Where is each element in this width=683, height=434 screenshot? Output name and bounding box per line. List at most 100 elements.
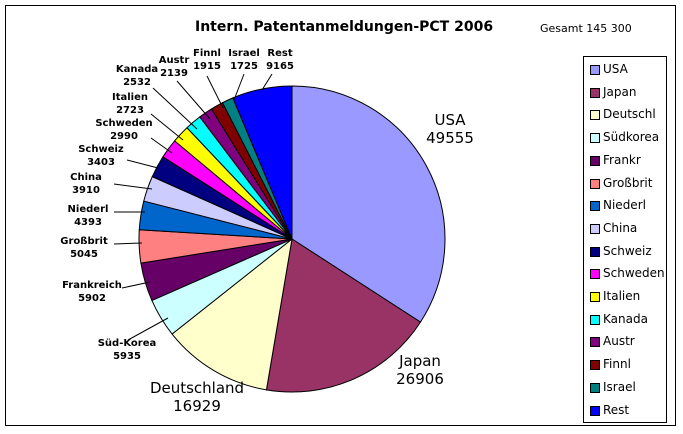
leader-line [176,80,211,120]
legend-item-japan: Japan [584,83,666,103]
legend-label: Austr [603,334,635,349]
legend: USA Japan Deutschl Südkorea Frankr Großbrit Ni… [583,56,667,423]
legend-swatch [590,223,600,234]
legend-swatch [590,314,600,325]
slice-label-value: 4393 [74,217,102,228]
legend-label: Kanada [603,311,648,326]
legend-label: Finnl [603,357,631,372]
slice-label-value: 2532 [123,77,151,88]
slice-label-value: 9165 [266,61,294,72]
leader-line [261,73,273,91]
legend-item-schweden: Schweden [584,264,666,284]
legend-label: Deutschl [603,107,656,122]
legend-swatch [590,110,600,121]
legend-swatch [590,201,600,212]
slice-label-value: 1915 [193,61,221,72]
legend-item-rest: Rest [584,401,666,421]
legend-swatch [590,405,600,416]
slice-label-name: Israel [228,48,260,59]
legend-item-großbrit: Großbrit [584,174,666,194]
slice-label-value: 5045 [70,249,98,260]
legend-swatch [590,155,600,166]
legend-swatch [590,246,600,257]
legend-swatch [590,360,600,371]
leader-line [233,73,245,101]
slice-label-value: 3403 [87,157,115,168]
slice-label-value: 16929 [173,397,221,415]
legend-item-italien: Italien [584,287,666,307]
slice-label-value: 26906 [396,370,444,388]
pie-slice-japan [265,238,422,393]
legend-item-südkorea: Südkorea [584,128,666,148]
legend-label: Frankr [603,152,641,167]
leader-line [113,183,153,190]
slice-label-name: Schweden [95,118,152,129]
slice-label-name: Niederl [68,204,109,215]
legend-item-schweiz: Schweiz [584,242,666,262]
legend-label: Großbrit [603,175,653,190]
legend-item-austr: Austr [584,332,666,352]
leader-line [121,281,151,289]
slice-label-name: Kanada [116,64,158,75]
legend-swatch [590,178,600,189]
slice-label-name: Finnl [193,48,221,59]
pie-slice-deutschl [171,237,293,391]
slice-label-name: Austr [159,55,190,66]
slice-label-value: 1725 [230,61,258,72]
slice-label-name: Großbrit [60,236,108,247]
legend-swatch [590,337,600,348]
leader-line [150,113,184,141]
legend-label: Schweden [603,266,665,281]
slice-label-name: Süd-Korea [98,338,157,349]
legend-label: Japan [603,84,637,99]
legend-label: Italien [603,289,641,303]
legend-label: Südkorea [603,130,660,145]
legend-item-frankr: Frankr [584,151,666,171]
leader-line [150,137,173,154]
slice-label-name: Deutschland [150,379,244,397]
legend-swatch [590,292,600,302]
pie-slice-usa [291,85,446,323]
legend-label: Schweiz [603,243,652,258]
chart-subtitle: Gesamt 145 300 [540,22,632,35]
legend-item-china: China [584,219,666,239]
legend-label: USA [603,62,628,76]
slice-label-name: Schweiz [78,144,124,155]
slice-label-name: Italien [112,92,148,103]
legend-item-deutschl: Deutschl [584,105,666,125]
slice-label-name: China [70,172,102,183]
legend-swatch [590,269,600,280]
slice-label-value: 2723 [116,105,144,116]
legend-item-niederl: Niederl [584,196,666,216]
slice-label-name: USA [434,111,466,129]
legend-item-kanada: Kanada [584,310,666,330]
legend-item-finnl: Finnl [584,355,666,375]
pie-slice-rest [232,85,293,240]
leader-line [206,75,224,109]
legend-label: China [603,220,638,235]
slice-label-value: 49555 [426,129,474,147]
slice-label-value: 2990 [110,131,138,142]
slice-label-value: 5902 [78,293,106,304]
legend-swatch [590,382,600,393]
slice-label-name: Rest [267,48,292,59]
slice-label-name: Japan [398,352,441,370]
leader-line [127,317,169,341]
legend-label: Rest [603,402,630,417]
leader-line [152,87,198,130]
leader-line [126,159,159,169]
legend-swatch [590,133,600,144]
slice-label-value: 3910 [72,185,100,196]
slice-label-value: 5935 [113,351,141,362]
legend-item-usa: USA [584,60,666,80]
legend-item-israel: Israel [584,378,666,398]
legend-label: Niederl [603,198,646,213]
slice-label-value: 2139 [160,68,188,79]
leader-line [113,242,143,245]
legend-swatch [590,87,600,98]
legend-swatch [590,65,600,75]
chart-title: Intern. Patentanmeldungen-PCT 2006 [195,19,494,35]
slice-label-name: Frankreich [62,280,122,291]
legend-label: Israel [603,379,636,394]
